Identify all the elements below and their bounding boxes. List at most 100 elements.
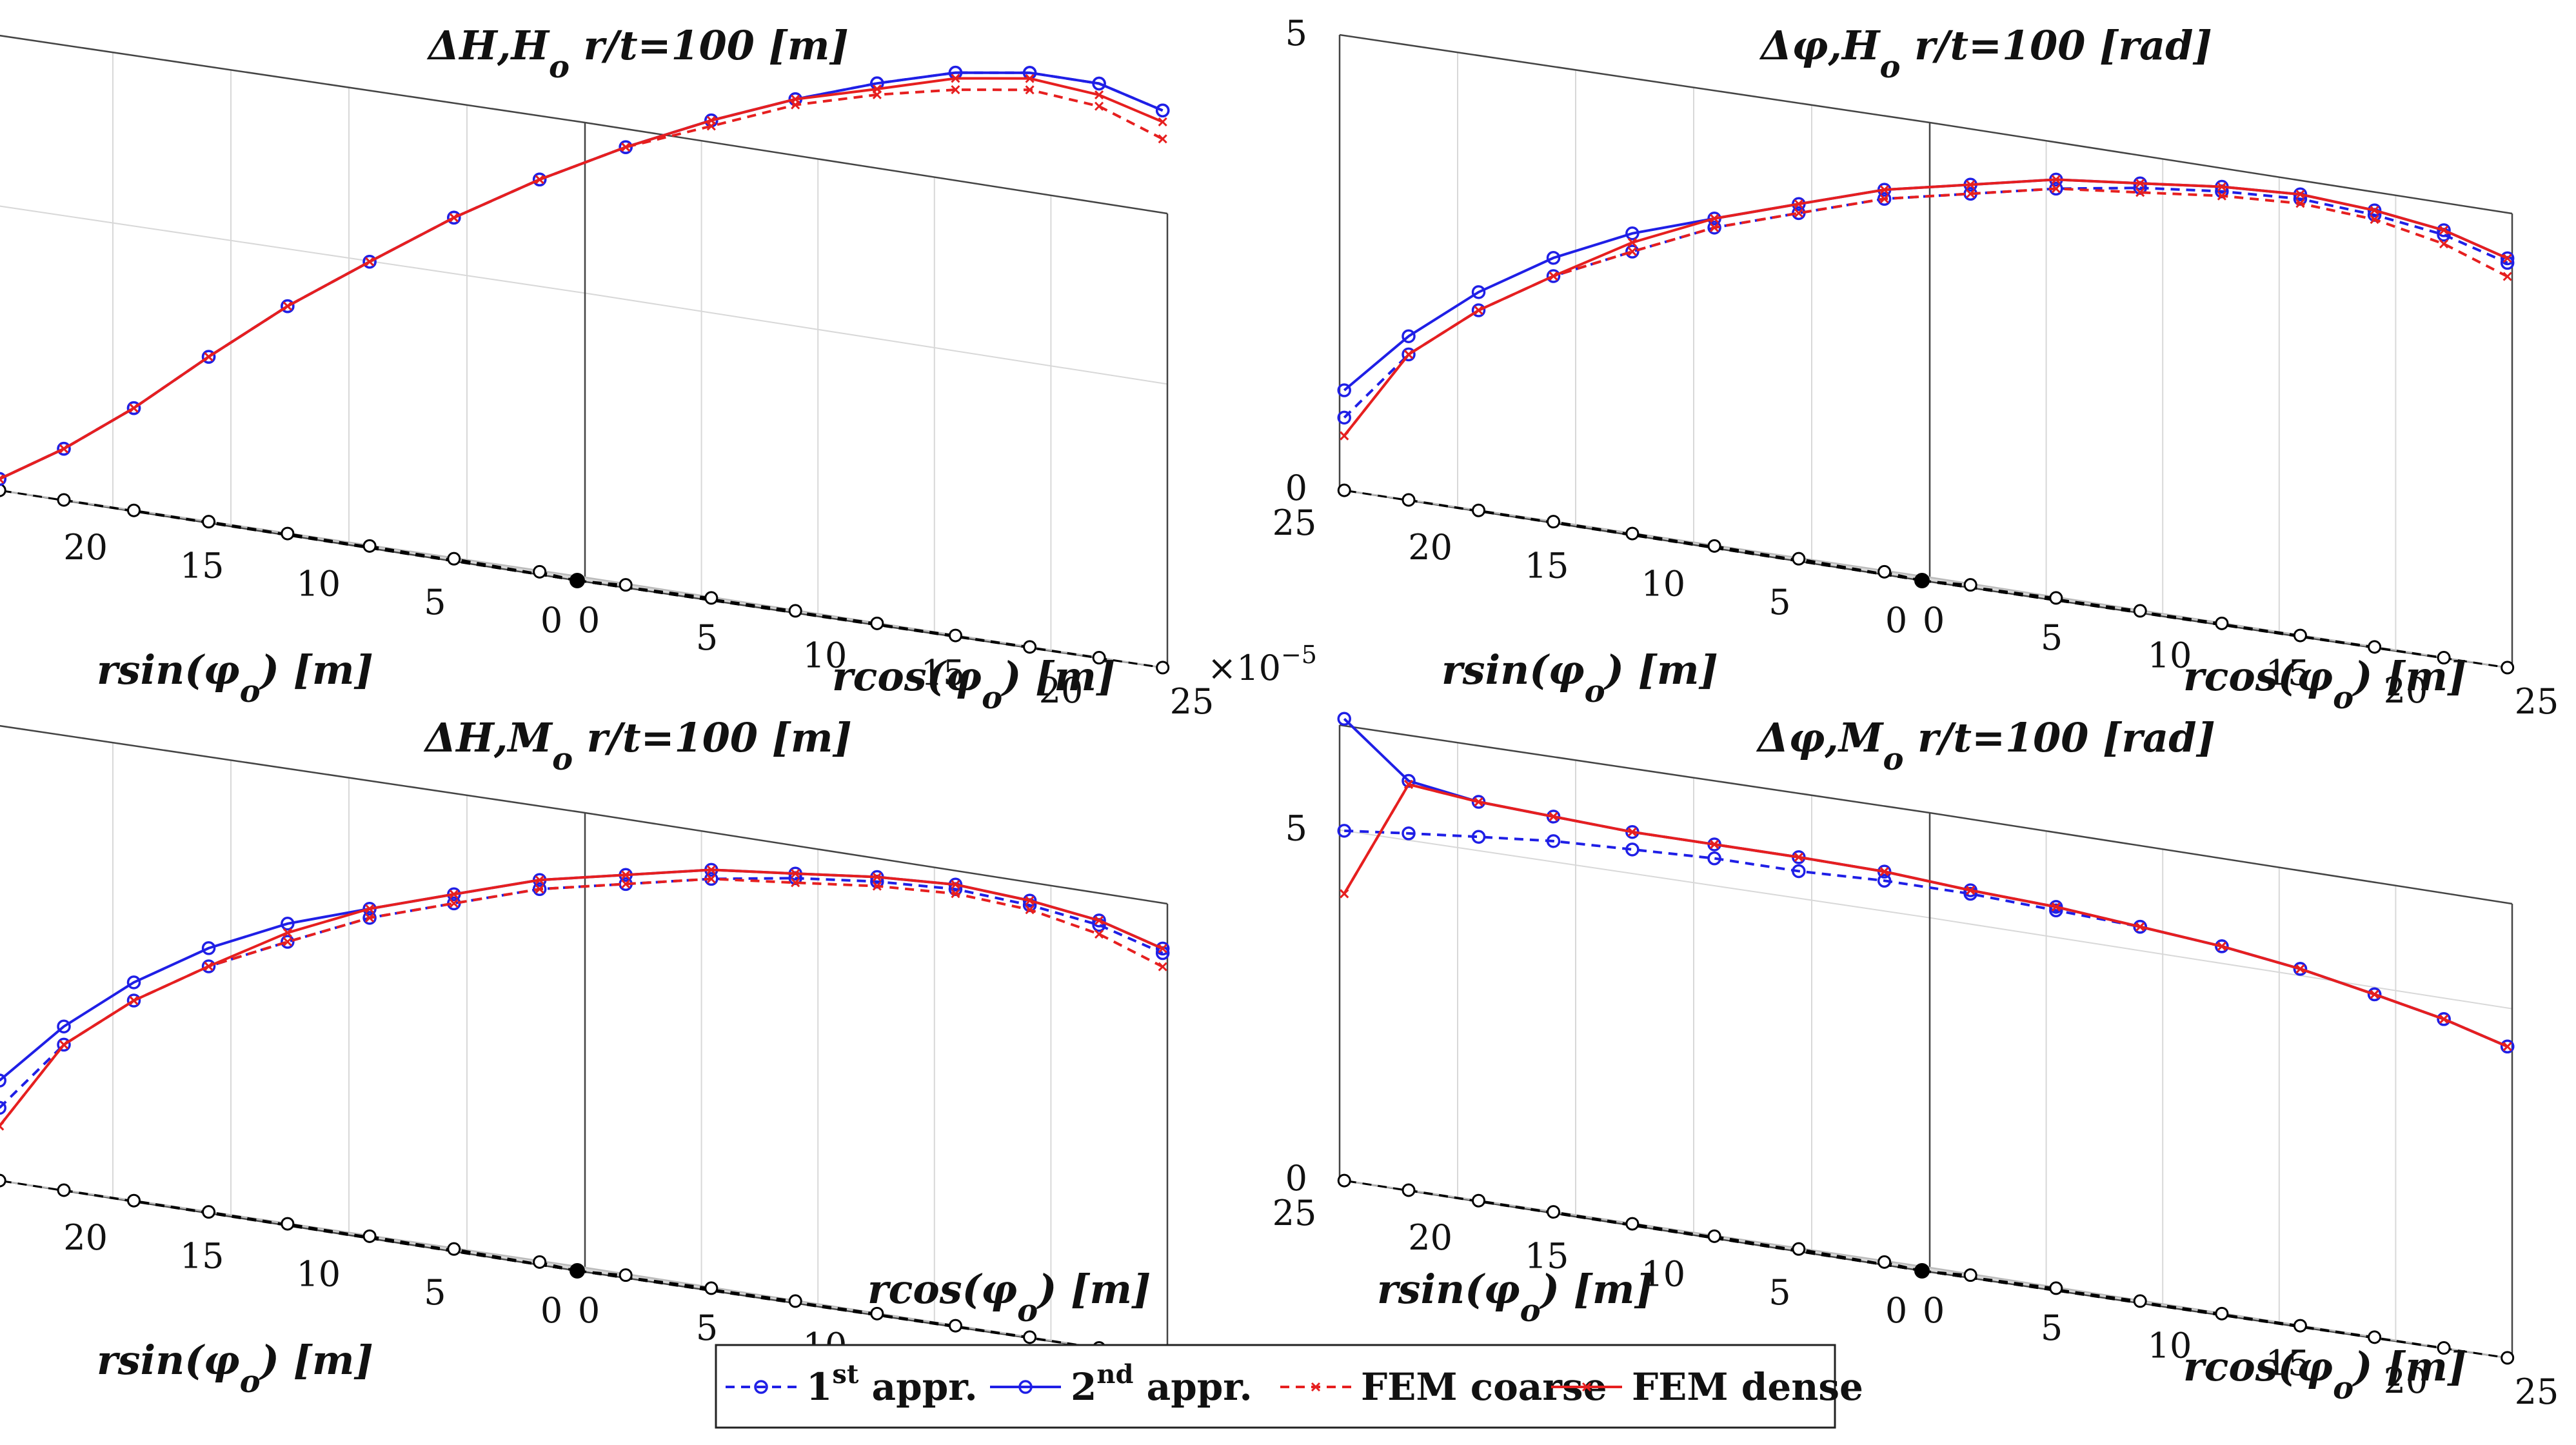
base-marker	[2368, 640, 2382, 654]
title-tail: r/t=100 [m]	[573, 714, 852, 761]
data-point	[1340, 889, 1349, 899]
series-3	[1340, 184, 2512, 441]
data-point	[1471, 303, 1486, 317]
ylabel-main: rsin(φ	[1442, 646, 1585, 693]
data-point	[951, 889, 960, 899]
data-point	[1474, 305, 1483, 315]
data-point	[2370, 215, 2379, 224]
y-tick-label: 15	[1525, 545, 1569, 586]
x-tick-label: 5	[696, 1308, 718, 1348]
data-point	[281, 299, 295, 314]
data-point	[1471, 285, 1486, 299]
y-tick-label: 15	[180, 1235, 224, 1276]
base-marker	[1625, 1217, 1640, 1231]
xlabel-subscript: o	[2333, 680, 2353, 716]
data-point	[535, 875, 544, 885]
base-marker	[1878, 564, 1892, 579]
data-point	[282, 937, 292, 947]
data-point	[532, 882, 547, 896]
base-marker	[1792, 552, 1806, 566]
base-marker	[2501, 661, 2515, 675]
y-tick-label: 15	[180, 545, 224, 586]
data-point	[1794, 852, 1803, 862]
base-marker	[2133, 604, 2147, 618]
xlabel-tail: ) [m]	[1036, 1266, 1151, 1313]
series-3	[0, 874, 1167, 1131]
chart-title: ΔH,Ho r/t=100 [m]	[426, 22, 849, 85]
data-point	[126, 401, 141, 415]
data-point	[2217, 941, 2226, 951]
base-marker	[2293, 1319, 2307, 1333]
data-point	[1471, 830, 1486, 844]
data-point	[1095, 90, 1104, 100]
data-point	[1155, 941, 1170, 956]
series-line	[0, 71, 1164, 481]
base-marker	[1092, 651, 1106, 665]
base-marker	[948, 1319, 962, 1333]
data-point	[1158, 944, 1167, 953]
ylabel-subscript: o	[1520, 1293, 1541, 1329]
data-point	[619, 140, 633, 154]
base-marker	[2133, 1294, 2147, 1308]
data-point	[621, 870, 631, 880]
series-line	[1343, 782, 2508, 1048]
data-point	[0, 1121, 5, 1131]
data-point	[1794, 199, 1803, 209]
data-point	[2502, 1042, 2512, 1051]
axes-box	[0, 34, 1169, 670]
x-tick-label: 25	[2515, 1371, 2559, 1412]
data-point	[2439, 239, 2449, 249]
y-tick-label: 20	[63, 527, 108, 568]
data-point	[535, 884, 544, 894]
data-point	[1337, 410, 1351, 425]
ylabel-tail: ) [m]	[1539, 1266, 1654, 1313]
base-marker	[447, 1242, 461, 1256]
x-tick-label: 15	[2266, 653, 2310, 693]
legend-label-main: 2	[1071, 1365, 1096, 1409]
data-point	[706, 874, 716, 884]
series-1	[1337, 181, 2515, 425]
base-marker	[1337, 1173, 1351, 1188]
title-main: ΔH,H	[426, 22, 550, 69]
base-marker	[1547, 515, 1561, 529]
y-tick-label: 10	[1641, 564, 1685, 604]
data-point	[1546, 269, 1561, 283]
y-tick-label: 25	[1273, 1193, 1317, 1233]
radial-line	[453, 557, 578, 582]
title-tail: r/t=100 [m]	[570, 22, 849, 69]
legend-item-2: 2nd appr.	[990, 1359, 1253, 1409]
x-tick-label: 0	[578, 600, 600, 641]
base-marker	[2437, 651, 2451, 665]
data-point	[129, 995, 139, 1006]
series-line	[1343, 178, 2508, 437]
title-tail: r/t=100 [rad]	[1901, 22, 2212, 69]
y-tick-label: 20	[63, 1217, 108, 1258]
data-point	[706, 115, 716, 125]
ylabel-subscript: o	[240, 1364, 261, 1400]
x-tick-label: 5	[2041, 617, 2063, 658]
y-tick-label: 0	[1885, 600, 1907, 641]
data-point	[59, 1040, 69, 1050]
data-point	[1625, 842, 1640, 857]
y-tick-label: 10	[1641, 1254, 1685, 1295]
z-tick-label: 5	[1285, 13, 1307, 54]
base-marker	[1023, 640, 1037, 654]
series-line	[1343, 717, 2508, 1048]
data-point	[362, 254, 377, 269]
series-4	[0, 865, 1167, 1131]
x-tick-label: 25	[2515, 681, 2559, 722]
data-point	[1095, 929, 1104, 939]
data-point	[2500, 1039, 2515, 1054]
data-point	[1546, 834, 1561, 848]
series-2	[1337, 712, 2515, 1054]
data-point	[204, 961, 213, 972]
base-marker	[1472, 1193, 1486, 1208]
data-point	[2051, 175, 2061, 184]
base-marker	[2049, 1281, 2063, 1295]
data-point	[872, 872, 882, 882]
data-point	[1095, 915, 1104, 925]
title-main: ΔH,M	[423, 714, 553, 761]
